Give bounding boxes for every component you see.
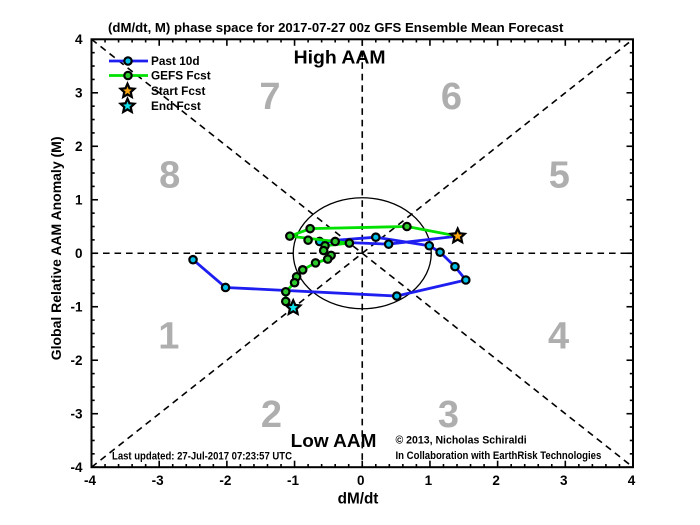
svg-text:(dM/dt, M) phase space for 201: (dM/dt, M) phase space for 2017-07-27 00… bbox=[108, 20, 564, 35]
svg-text:4: 4 bbox=[628, 473, 636, 488]
svg-text:2: 2 bbox=[75, 139, 83, 154]
svg-text:-3: -3 bbox=[70, 407, 82, 422]
svg-text:7: 7 bbox=[259, 76, 280, 118]
svg-text:dM/dt: dM/dt bbox=[338, 490, 379, 507]
svg-text:3: 3 bbox=[560, 473, 568, 488]
svg-text:4: 4 bbox=[75, 32, 83, 47]
svg-text:Past 10d: Past 10d bbox=[151, 54, 200, 68]
svg-text:In Collaboration with EarthRis: In Collaboration with EarthRisk Technolo… bbox=[396, 450, 602, 462]
svg-text:0: 0 bbox=[357, 473, 365, 488]
svg-text:-3: -3 bbox=[152, 473, 164, 488]
svg-text:Low AAM: Low AAM bbox=[291, 430, 377, 451]
svg-text:-4: -4 bbox=[84, 473, 96, 488]
svg-text:1: 1 bbox=[75, 193, 83, 208]
svg-text:Global Relative AAM Anomaly (M: Global Relative AAM Anomaly (M) bbox=[48, 137, 64, 361]
svg-text:5: 5 bbox=[549, 155, 570, 197]
svg-text:6: 6 bbox=[441, 76, 462, 118]
svg-text:1: 1 bbox=[425, 473, 433, 488]
svg-text:Start Fcst: Start Fcst bbox=[151, 84, 205, 98]
svg-text:High AAM: High AAM bbox=[294, 46, 386, 67]
svg-text:3: 3 bbox=[438, 394, 459, 436]
svg-text:2: 2 bbox=[492, 473, 500, 488]
svg-text:-2: -2 bbox=[219, 473, 231, 488]
svg-text:1: 1 bbox=[158, 316, 179, 358]
svg-text:8: 8 bbox=[159, 155, 180, 197]
svg-text:-2: -2 bbox=[70, 353, 82, 368]
svg-text:3: 3 bbox=[75, 86, 83, 101]
svg-text:2: 2 bbox=[261, 394, 282, 436]
svg-text:-1: -1 bbox=[287, 473, 299, 488]
svg-text:0: 0 bbox=[75, 246, 83, 261]
svg-text:Last updated: 27-Jul-2017 07:2: Last updated: 27-Jul-2017 07:23:57 UTC bbox=[112, 451, 292, 463]
svg-text:GEFS Fcst: GEFS Fcst bbox=[151, 69, 211, 83]
svg-text:-4: -4 bbox=[70, 460, 82, 475]
svg-text:-1: -1 bbox=[70, 300, 82, 315]
svg-text:© 2013, Nicholas Schiraldi: © 2013, Nicholas Schiraldi bbox=[396, 435, 527, 447]
svg-text:4: 4 bbox=[548, 316, 569, 358]
svg-text:End Fcst: End Fcst bbox=[151, 99, 201, 113]
